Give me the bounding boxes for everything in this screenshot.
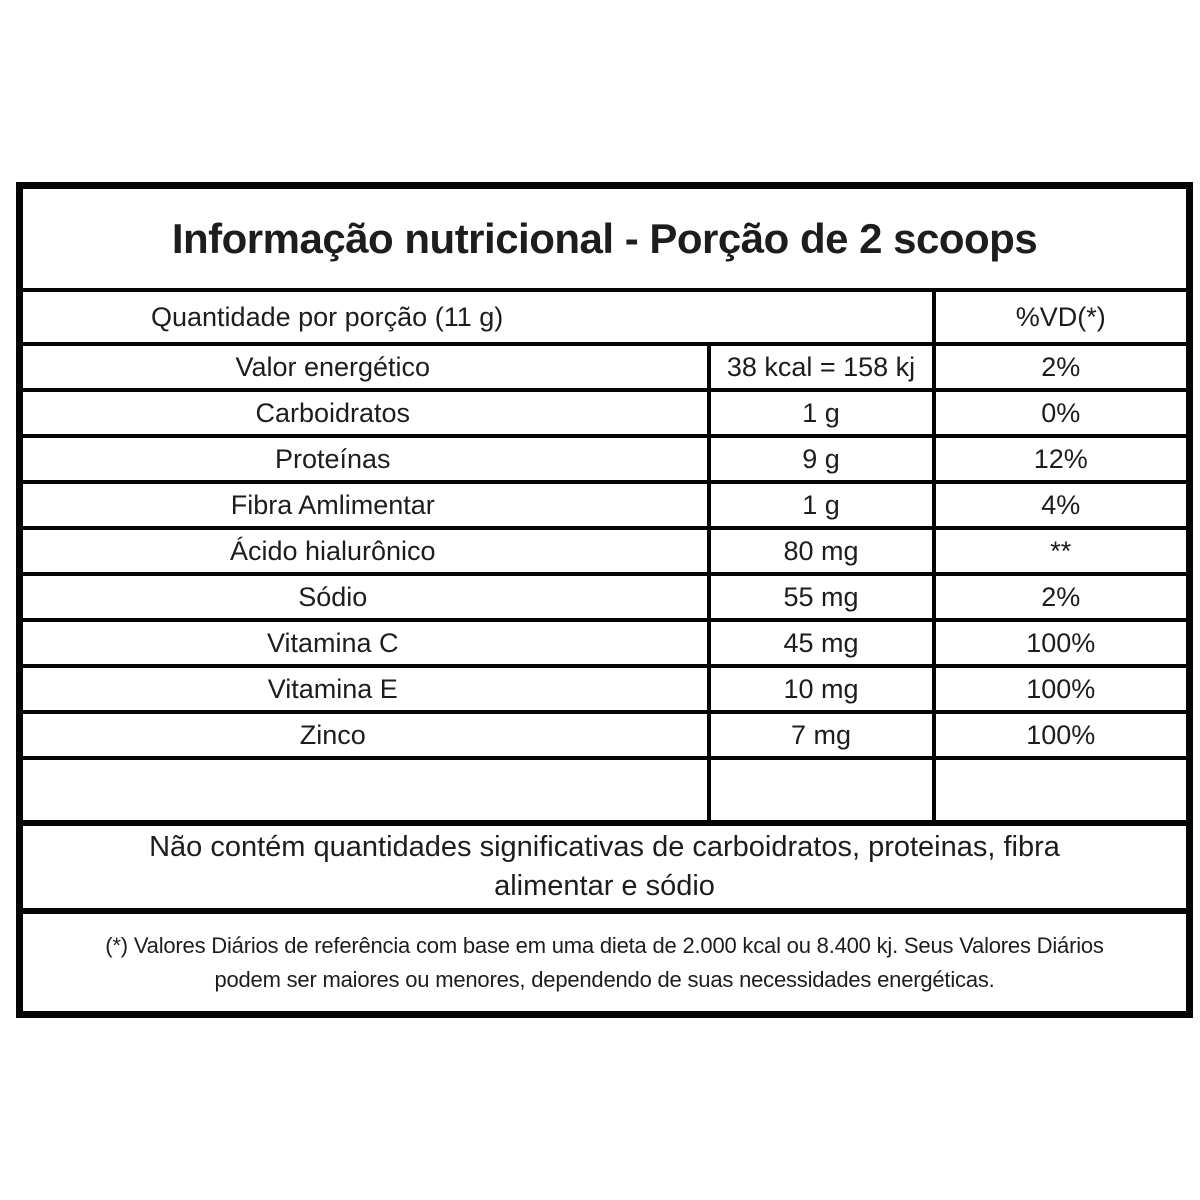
nutrient-dv: 100%	[931, 618, 1192, 668]
nutrient-name: Ácido hialurônico	[17, 526, 711, 576]
nutrient-dv: 4%	[931, 480, 1192, 530]
note-line-2: alimentar e sódio	[494, 870, 715, 902]
table-row-empty	[17, 756, 1192, 825]
nutrient-name: Proteínas	[17, 434, 711, 484]
nutrient-amount: 45 mg	[706, 618, 936, 668]
nutrient-dv: 100%	[931, 710, 1192, 760]
nutrient-amount: 1 g	[706, 388, 936, 438]
nutrient-dv: 2%	[931, 342, 1192, 392]
nutrient-amount: 10 mg	[706, 664, 936, 714]
nutrient-name: Vitamina E	[17, 664, 711, 714]
daily-value-header: %VD(*)	[931, 288, 1192, 346]
table-row: Ácido hialurônico 80 mg **	[17, 526, 1192, 576]
nutrient-name: Carboidratos	[17, 388, 711, 438]
table-title: Informação nutricional - Porção de 2 sco…	[17, 183, 1192, 292]
no-significant-amounts-note: Não contém quantidades significativas de…	[17, 820, 1192, 913]
empty-cell	[17, 756, 711, 825]
nutrient-dv: 100%	[931, 664, 1192, 714]
nutrition-facts-table: Informação nutricional - Porção de 2 sco…	[16, 182, 1194, 1018]
note-line-1: Não contém quantidades significativas de…	[149, 831, 1060, 863]
table-row-title: Informação nutricional - Porção de 2 sco…	[17, 183, 1192, 292]
footnote-line-2: podem ser maiores ou menores, dependendo…	[214, 966, 995, 992]
table-row: Sódio 55 mg 2%	[17, 572, 1192, 622]
nutrient-name: Sódio	[17, 572, 711, 622]
empty-cell	[931, 756, 1192, 825]
table-row: Fibra Amlimentar 1 g 4%	[17, 480, 1192, 530]
nutrient-name: Vitamina C	[17, 618, 711, 668]
nutrient-amount: 9 g	[706, 434, 936, 484]
table-row: Zinco 7 mg 100%	[17, 710, 1192, 760]
nutrient-name: Fibra Amlimentar	[17, 480, 711, 530]
nutrient-name: Zinco	[17, 710, 711, 760]
quantity-per-serving-header: Quantidade por porção (11 g)	[17, 288, 936, 346]
daily-values-footnote: (*) Valores Diários de referência com ba…	[17, 908, 1192, 1017]
nutrient-amount: 7 mg	[706, 710, 936, 760]
table-row-header: Quantidade por porção (11 g) %VD(*)	[17, 288, 1192, 346]
table-row: Carboidratos 1 g 0%	[17, 388, 1192, 438]
table-row-note: Não contém quantidades significativas de…	[17, 820, 1192, 913]
table-row: Vitamina E 10 mg 100%	[17, 664, 1192, 714]
nutrient-amount: 1 g	[706, 480, 936, 530]
nutrient-amount: 80 mg	[706, 526, 936, 576]
table-row: Vitamina C 45 mg 100%	[17, 618, 1192, 668]
nutrient-amount: 55 mg	[706, 572, 936, 622]
table-row: Proteínas 9 g 12%	[17, 434, 1192, 484]
table-row-footnote: (*) Valores Diários de referência com ba…	[17, 908, 1192, 1017]
table-row: Valor energético 38 kcal = 158 kj 2%	[17, 342, 1192, 392]
nutrient-dv: 0%	[931, 388, 1192, 438]
nutrient-name: Valor energético	[17, 342, 711, 392]
nutrient-dv: 2%	[931, 572, 1192, 622]
nutrient-dv: 12%	[931, 434, 1192, 484]
nutrient-dv: **	[931, 526, 1192, 576]
empty-cell	[706, 756, 936, 825]
footnote-line-1: (*) Valores Diários de referência com ba…	[105, 932, 1104, 958]
nutrient-amount: 38 kcal = 158 kj	[706, 342, 936, 392]
